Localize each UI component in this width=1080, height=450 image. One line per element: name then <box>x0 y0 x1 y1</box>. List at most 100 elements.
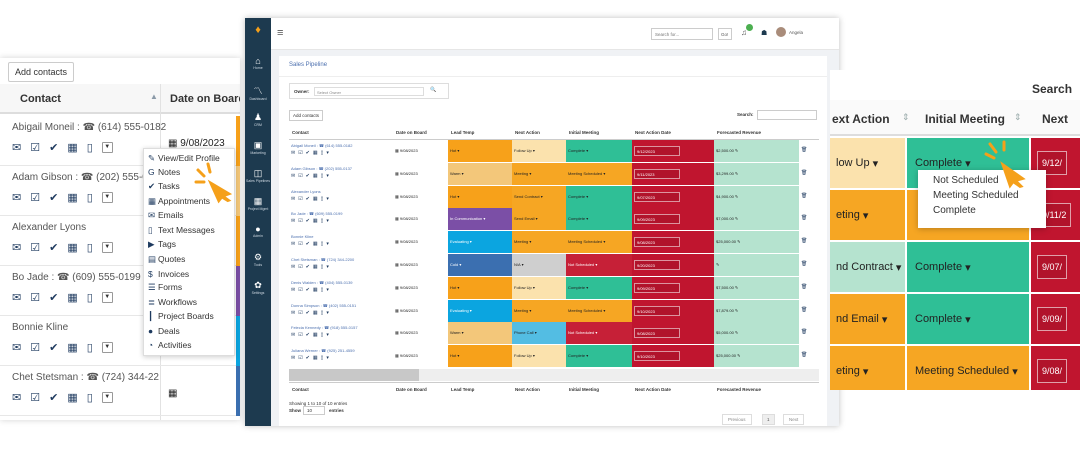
menu-item-workflows[interactable]: ≣ Workflows <box>148 296 198 307</box>
sort-icon[interactable]: ⇕ <box>902 112 910 122</box>
col-header[interactable]: Initial Meeting <box>569 130 600 135</box>
bell-icon[interactable]: ♫ <box>741 28 747 37</box>
sidebar-item-dashboard[interactable]: 〽 Dashboard <box>249 86 267 101</box>
col-header[interactable]: Date on Board <box>396 387 427 392</box>
user-name[interactable]: Angela <box>789 30 804 35</box>
calendar-icon[interactable]: ▦ <box>67 191 78 204</box>
notes-icon[interactable]: ☑ <box>30 291 41 304</box>
row-actions[interactable]: ✉☑✔▦▯▾ <box>291 172 332 179</box>
col-header[interactable]: Lead Temp <box>451 387 475 392</box>
email-icon[interactable]: ✉ <box>12 291 22 304</box>
next-action-cell[interactable]: Meeting ▾ <box>512 162 566 185</box>
task-icon[interactable]: ✔ <box>49 141 59 154</box>
next-action-cell[interactable]: Follow Up ▾ <box>512 345 566 368</box>
date-input[interactable]: 9/07/ <box>1037 255 1068 279</box>
contact-name[interactable]: Bonnie Kline <box>12 322 69 333</box>
forecasted-revenue-cell[interactable]: $7,879.00 ✎ <box>714 299 799 322</box>
calendar-icon[interactable]: ▦ <box>67 291 78 304</box>
lead-temp-cell[interactable]: Hot ▾ <box>448 345 512 368</box>
dropdown-option-meeting-scheduled[interactable]: Meeting Scheduled <box>933 190 1019 201</box>
initial-meeting-cell[interactable]: Not Scheduled ▾ <box>566 322 632 345</box>
sidebar-item-settings[interactable]: ✿ Settings <box>251 280 265 295</box>
row-menu-button[interactable]: ▼ <box>101 241 113 253</box>
next-action-cell[interactable]: Meeting ▾ <box>512 299 566 322</box>
menu-item-view-edit-profile[interactable]: ✎ View/Edit Profile <box>148 152 220 163</box>
calendar-icon[interactable]: ▦ <box>67 141 78 154</box>
col-next-action[interactable]: ext Action <box>832 112 890 126</box>
initial-meeting-cell[interactable]: Complete ▾ <box>566 208 632 231</box>
contact-name[interactable]: Bo Jade : ☎ (609) 555-0199 <box>291 211 343 217</box>
lead-temp-cell[interactable]: Evaluating ▾ <box>448 299 512 322</box>
contact-name[interactable]: Abigail Moneil : ☎ (614) 555-0182 <box>12 122 167 133</box>
dropdown-option-not-scheduled[interactable]: Not Scheduled <box>933 175 999 186</box>
date-input[interactable]: 9/11/2023 <box>634 168 680 179</box>
menu-item-project-boards[interactable]: ┃ Project Boards <box>148 311 214 322</box>
menu-item-notes[interactable]: G Notes <box>148 167 181 178</box>
next-action-cell[interactable]: nd Contract ▾ <box>830 242 905 292</box>
forecasted-revenue-cell[interactable]: $7,000.00 ✎ <box>714 208 799 231</box>
col-header[interactable]: Next Action <box>515 130 540 135</box>
dropdown-option-complete[interactable]: Complete <box>933 205 976 216</box>
date-input[interactable]: 9/08/2023 <box>634 237 680 248</box>
col-header[interactable]: Contact <box>292 130 309 135</box>
row-menu-button[interactable]: ▼ <box>101 191 113 203</box>
date-input[interactable]: 9/09/2023 <box>634 282 680 293</box>
menu-item-tasks[interactable]: ✔ Tasks <box>148 180 180 191</box>
row-actions[interactable]: ✉☑✔▦▯▾ <box>291 195 332 202</box>
contact-name[interactable]: Felecia Kennedy : ☎ (918) 555-0157 <box>291 325 358 331</box>
calendar-icon[interactable]: ▦ <box>67 241 78 254</box>
lead-temp-cell[interactable]: Warm ▾ <box>448 322 512 345</box>
initial-meeting-cell[interactable]: Complete ▾ <box>907 294 1029 344</box>
menu-item-appointments[interactable]: ▦ Appointments <box>148 195 210 206</box>
phone-icon[interactable]: ▯ <box>86 291 93 304</box>
email-icon[interactable]: ✉ <box>12 191 22 204</box>
initial-meeting-cell[interactable]: Complete ▾ <box>566 276 632 299</box>
email-icon[interactable]: ✉ <box>12 141 22 154</box>
lead-temp-cell[interactable]: Hot ▾ <box>448 140 512 162</box>
col-next-date[interactable]: Next <box>1042 112 1069 126</box>
trash-icon[interactable]: 🗑 <box>799 276 819 299</box>
edit-icon[interactable]: ✎ <box>734 216 739 222</box>
email-icon[interactable]: ✉ <box>12 241 22 254</box>
row-menu-button[interactable]: ▼ <box>101 291 113 303</box>
hamburger-icon[interactable]: ≡ <box>277 27 284 39</box>
date-input[interactable]: 9/08/ <box>1037 359 1068 383</box>
lead-temp-cell[interactable]: Warm ▾ <box>448 162 512 185</box>
next-action-cell[interactable]: eting ▾ <box>830 346 905 390</box>
initial-meeting-cell[interactable]: Complete ▾ <box>907 242 1029 292</box>
sidebar-item-marketing[interactable]: ▣ Marketing <box>250 140 266 155</box>
initial-meeting-cell[interactable]: Meeting Scheduled ▾ <box>566 162 632 185</box>
forecasted-revenue-cell[interactable]: $2,500.00 ✎ <box>714 140 799 162</box>
contact-name[interactable]: Adam Gibson : ☎ (202) 555-0137 <box>291 165 353 171</box>
edit-icon[interactable]: ✎ <box>734 330 739 336</box>
row-actions[interactable]: ✉☑✔▦▯▾ <box>291 332 332 339</box>
date-input[interactable]: 9/10/2023 <box>634 305 680 316</box>
trash-icon[interactable]: 🗑 <box>799 299 819 322</box>
lead-temp-cell[interactable]: Cold ▾ <box>448 254 512 276</box>
contact-name[interactable]: Donna Simpson : ☎ (402) 555-0151 <box>291 302 357 308</box>
menu-item-deals[interactable]: ● Deals <box>148 325 180 336</box>
sidebar-item-sales-pipelines[interactable]: ◫ Sales Pipelines <box>246 168 270 183</box>
next-action-cell[interactable]: low Up ▾ <box>830 138 905 188</box>
contact-name[interactable]: Chet Stetsman : ☎ (724) 344-22 <box>12 372 159 383</box>
table-search-input[interactable] <box>757 110 817 120</box>
contact-name[interactable]: Alexander Lyons <box>12 222 87 233</box>
sidebar-item-admin[interactable]: ● Admin <box>253 224 263 238</box>
search-input[interactable] <box>651 28 713 40</box>
next-action-cell[interactable]: Follow Up ▾ <box>512 140 566 162</box>
add-contacts-button[interactable]: Add contacts <box>289 110 324 121</box>
row-actions[interactable]: ✉☑✔▦▯▾ <box>291 264 332 270</box>
row-actions[interactable]: ✉☑✔▦▯▾ <box>291 150 332 156</box>
contact-name[interactable]: Adam Gibson : ☎ (202) 555-013 <box>12 172 159 183</box>
initial-meeting-cell[interactable]: Meeting Scheduled ▾ <box>907 346 1029 390</box>
trash-icon[interactable]: 🗑 <box>799 345 819 368</box>
add-contacts-button[interactable]: Add contacts <box>8 62 75 82</box>
sidebar-item-tools[interactable]: ⚙ Tools <box>253 252 263 267</box>
col-contact[interactable]: Contact <box>20 93 61 105</box>
col-header[interactable]: Next Action Date <box>635 387 671 392</box>
task-icon[interactable]: ✔ <box>49 191 59 204</box>
team-icon[interactable]: ☗ <box>761 30 768 37</box>
next-action-cell[interactable]: Send Contract ▾ <box>512 185 566 208</box>
phone-icon[interactable]: ▯ <box>86 341 93 354</box>
col-header[interactable]: Initial Meeting <box>569 387 600 392</box>
